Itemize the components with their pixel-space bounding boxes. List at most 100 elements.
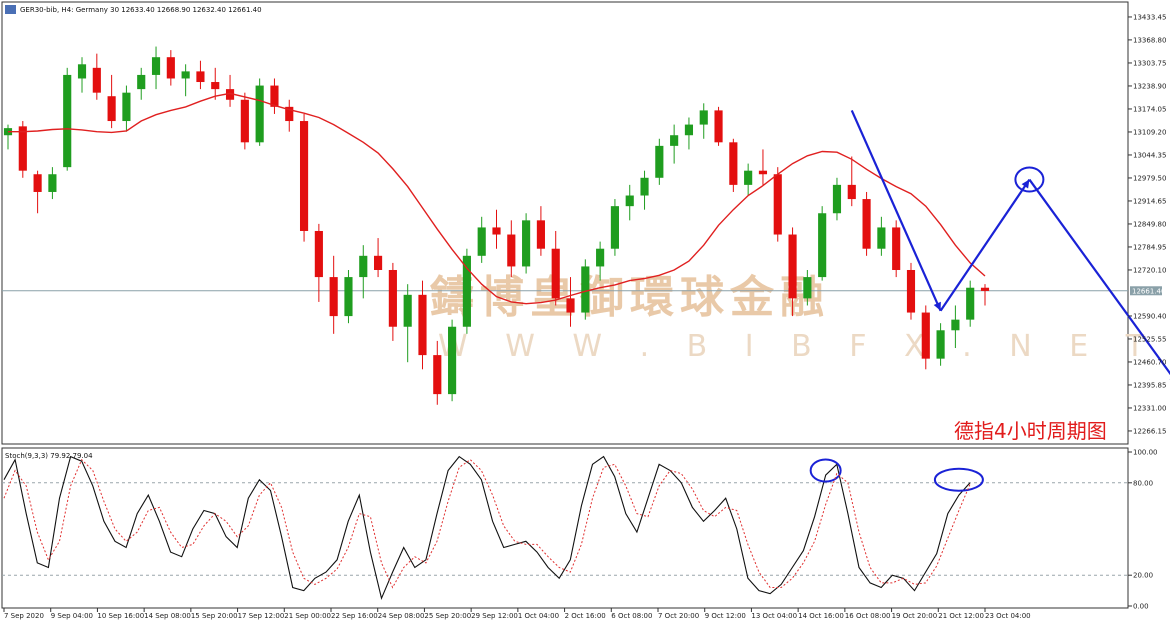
price-tick-label: 12266.15 bbox=[1133, 427, 1166, 435]
candle-body bbox=[329, 277, 338, 317]
price-tick-label: 13303.75 bbox=[1133, 59, 1166, 67]
current-price-label: 12661.40 bbox=[1132, 287, 1165, 295]
watermark-chinese: 鑄博皇御環球金融 bbox=[430, 272, 830, 323]
stoch-main-line bbox=[3, 455, 971, 601]
candle-body bbox=[744, 170, 753, 185]
stoch-tick-label: 100.00 bbox=[1133, 449, 1158, 457]
candle-body bbox=[625, 195, 634, 207]
stoch-label: Stoch(9,3,3) 79.92 79.04 bbox=[5, 452, 93, 460]
candle-body bbox=[699, 110, 708, 125]
stoch-highlight-circle bbox=[933, 467, 984, 492]
time-tick-label: 13 Oct 04:00 bbox=[751, 612, 797, 620]
candle-body bbox=[670, 135, 679, 146]
candle-body bbox=[225, 89, 235, 100]
stoch-pane-frame bbox=[1, 447, 1129, 609]
candle-body bbox=[818, 213, 827, 278]
candles-layer bbox=[3, 46, 990, 405]
symbol-icon bbox=[5, 5, 16, 14]
time-tick-label: 1 Oct 04:00 bbox=[518, 612, 559, 620]
stochastic-layer bbox=[2, 455, 1128, 601]
candle-body bbox=[847, 184, 856, 200]
candle-body bbox=[492, 227, 501, 235]
candle-body bbox=[596, 248, 605, 267]
candle-body bbox=[966, 287, 975, 320]
candle-body bbox=[166, 57, 175, 79]
candle-body bbox=[610, 206, 619, 249]
price-tick-label: 12784.95 bbox=[1133, 243, 1166, 251]
candle-body bbox=[374, 255, 383, 270]
candle-body bbox=[980, 287, 990, 291]
stoch-tick-label: 20.00 bbox=[1133, 572, 1153, 580]
candle-body bbox=[566, 298, 575, 313]
price-tick-label: 12914.65 bbox=[1133, 197, 1166, 205]
moving-average-layer bbox=[8, 92, 986, 305]
stoch-tick-label: 80.00 bbox=[1133, 479, 1153, 487]
time-axis: 7 Sep 2020 9 Sep 04:00 10 Sep 16:00 14 Sep … bbox=[3, 608, 1031, 620]
price-tick-label: 13174.05 bbox=[1133, 105, 1166, 113]
candle-body bbox=[255, 85, 264, 143]
candle-body bbox=[107, 96, 116, 122]
candle-body bbox=[433, 355, 442, 395]
symbol-info: GER30-bib, H4: Germany 30 12633.40 12668… bbox=[20, 6, 262, 14]
candle-body bbox=[803, 277, 812, 299]
candle-body bbox=[122, 92, 131, 122]
candle-body bbox=[581, 266, 590, 313]
time-tick-label: 7 Sep 2020 bbox=[4, 612, 44, 620]
candle-body bbox=[640, 177, 649, 196]
candle-body bbox=[92, 67, 101, 93]
price-tick-label: 12979.50 bbox=[1133, 174, 1166, 182]
candle-body bbox=[477, 227, 486, 256]
candle-body bbox=[151, 57, 161, 75]
current-price-badge bbox=[1130, 286, 1162, 296]
candle-body bbox=[270, 85, 279, 107]
candle-body bbox=[462, 255, 471, 327]
pattern-line bbox=[850, 109, 942, 312]
candle-body bbox=[403, 294, 412, 327]
pattern-line bbox=[939, 178, 1031, 312]
stoch-highlight-circle bbox=[809, 458, 842, 483]
candle-body bbox=[344, 277, 353, 317]
watermark: 鑄博皇御環球金融 W W W . B I B F X . N E T bbox=[430, 272, 1144, 364]
time-tick-label: 14 Sep 08:00 bbox=[144, 612, 191, 620]
highlight-circle bbox=[1014, 166, 1045, 193]
candle-body bbox=[832, 184, 842, 214]
time-tick-label: 10 Sep 16:00 bbox=[97, 612, 144, 620]
candle-body bbox=[758, 170, 768, 175]
chart-annotation-title: 德指4小时周期图 bbox=[954, 419, 1107, 443]
time-tick-label: 7 Oct 20:00 bbox=[658, 612, 699, 620]
time-tick-label: 17 Sep 12:00 bbox=[238, 612, 285, 620]
candle-body bbox=[936, 330, 945, 359]
price-tick-label: 12525.55 bbox=[1133, 335, 1166, 343]
candle-body bbox=[240, 99, 249, 143]
price-tick-label: 12720.10 bbox=[1133, 266, 1166, 274]
candle-body bbox=[655, 145, 664, 178]
time-tick-label: 19 Oct 20:00 bbox=[892, 612, 938, 620]
candle-body bbox=[285, 106, 294, 122]
time-tick-label: 16 Oct 08:00 bbox=[845, 612, 891, 620]
price-tick-label: 13044.35 bbox=[1133, 151, 1166, 159]
time-tick-label: 6 Oct 08:00 bbox=[611, 612, 652, 620]
candle-body bbox=[507, 234, 516, 267]
candle-body bbox=[181, 71, 190, 79]
candle-body bbox=[536, 220, 545, 249]
stoch-tick-label: 0.00 bbox=[1133, 603, 1149, 611]
price-tick-label: 12331.00 bbox=[1133, 404, 1166, 412]
price-tick-label: 12849.80 bbox=[1133, 220, 1166, 228]
time-tick-label: 24 Sep 08:00 bbox=[378, 612, 425, 620]
candle-body bbox=[788, 234, 797, 299]
candle-body bbox=[359, 255, 368, 278]
candle-body bbox=[196, 71, 205, 83]
candle-body bbox=[448, 326, 457, 395]
candle-body bbox=[388, 269, 397, 327]
time-tick-label: 2 Oct 16:00 bbox=[565, 612, 606, 620]
main-pane-frame bbox=[1, 1, 1129, 445]
price-tick-label: 12395.85 bbox=[1133, 381, 1166, 389]
price-tick-label: 13109.20 bbox=[1133, 128, 1166, 136]
candle-body bbox=[77, 64, 87, 79]
pattern-arrowhead bbox=[1021, 179, 1030, 189]
pattern-line bbox=[1028, 178, 1170, 376]
stoch-signal-line bbox=[3, 458, 971, 589]
pattern-arrowhead bbox=[933, 301, 941, 311]
